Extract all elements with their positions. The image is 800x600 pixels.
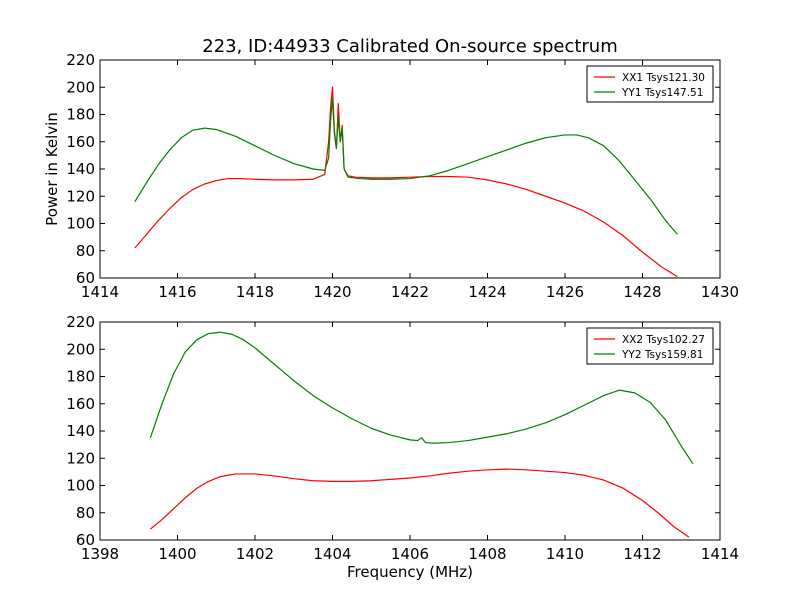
x-tick-label: 1422 xyxy=(391,283,429,301)
x-axis-label: Frequency (MHz) xyxy=(347,563,473,581)
series-line-yy1 xyxy=(134,97,678,235)
legend-entry: YY2 Tsys159.81 xyxy=(621,349,703,361)
x-tick-label: 1402 xyxy=(236,545,274,563)
y-tick-label: 80 xyxy=(76,504,95,522)
x-tick-label: 1418 xyxy=(236,283,274,301)
x-tick-label: 1414 xyxy=(81,283,119,301)
y-tick-label: 60 xyxy=(76,531,95,549)
x-tick-label: 1414 xyxy=(701,545,739,563)
x-tick-label: 1406 xyxy=(391,545,429,563)
y-tick-label: 80 xyxy=(76,242,95,260)
series-line-xx1 xyxy=(134,86,678,278)
x-tick-label: 1404 xyxy=(313,545,351,563)
y-tick-label: 180 xyxy=(66,368,95,386)
y-tick-label: 100 xyxy=(66,477,95,495)
y-tick-label: 200 xyxy=(66,340,95,358)
x-tick-label: 1424 xyxy=(468,283,506,301)
legend: XX2 Tsys102.27 YY2 Tsys159.81 xyxy=(586,327,714,365)
x-tick-label: 1428 xyxy=(623,283,661,301)
legend-box xyxy=(586,327,714,365)
y-tick-label: 120 xyxy=(66,187,95,205)
legend-entry: YY1 Tsys147.51 xyxy=(621,87,703,99)
y-tick-label: 60 xyxy=(76,269,95,287)
x-tick-label: 1430 xyxy=(701,283,739,301)
legend-box xyxy=(586,65,714,103)
plot-panel-2: 1398 1400 1402 1404 1406 1408 1410 1412 1414 60 80… xyxy=(66,313,739,581)
y-axis-label: Power in Kelvin xyxy=(43,112,61,226)
x-tick-label: 1410 xyxy=(546,545,584,563)
y-tick-label: 100 xyxy=(66,215,95,233)
x-tick-label: 1398 xyxy=(81,545,119,563)
legend-entry: XX1 Tsys121.30 xyxy=(622,72,705,84)
y-tick-label: 200 xyxy=(66,78,95,96)
figure-title: 223, ID:44933 Calibrated On-source spect… xyxy=(202,36,618,57)
y-tick-label: 160 xyxy=(66,395,95,413)
y-tick-label: 140 xyxy=(66,422,95,440)
y-tick-label: 220 xyxy=(66,51,95,69)
plot-panel-1: 1414 1416 1418 1420 1422 1424 1426 1428 1430 60 80… xyxy=(43,51,739,301)
y-tick-label: 120 xyxy=(66,449,95,467)
series-line-yy2 xyxy=(149,331,694,465)
y-tick-label: 180 xyxy=(66,106,95,124)
x-tick-label: 1408 xyxy=(468,545,506,563)
y-tick-label: 140 xyxy=(66,160,95,178)
x-tick-label: 1400 xyxy=(158,545,196,563)
x-tick-label: 1416 xyxy=(158,283,196,301)
x-tick-label: 1412 xyxy=(623,545,661,563)
y-tick-label: 160 xyxy=(66,133,95,151)
y-tick-label: 220 xyxy=(66,313,95,331)
x-tick-label: 1420 xyxy=(313,283,351,301)
series-line-xx2 xyxy=(149,468,690,538)
x-tick-label: 1426 xyxy=(546,283,584,301)
legend-entry: XX2 Tsys102.27 xyxy=(622,334,705,346)
legend: XX1 Tsys121.30 YY1 Tsys147.51 xyxy=(586,65,714,103)
